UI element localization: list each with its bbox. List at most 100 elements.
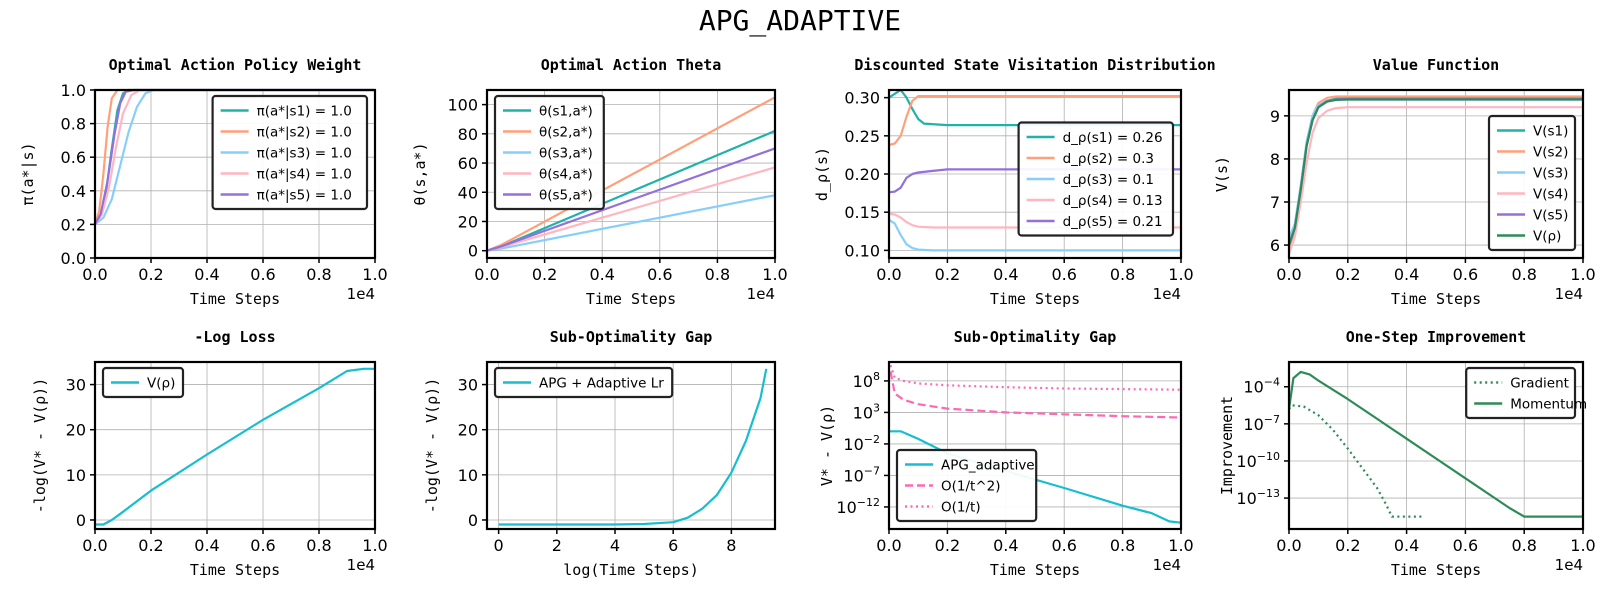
legend-label: V(ρ) [1533,229,1561,245]
legend-label: V(s2) [1533,145,1568,161]
y-tick-label: 0.0 [61,249,86,268]
y-tick-label: 0 [468,511,478,530]
y-axis-label: V* - V(ρ) [818,405,836,486]
x-tick-label: 0.8 [1110,265,1135,284]
y-tick-label: 10−13 [1236,487,1280,508]
series-line-gradient [1289,404,1425,518]
panel-subopt_rate: Sub-Optimality Gap 0.0 0.2 0.4 0.6 0.8 1.0 108 1… [800,300,1200,600]
series-line-s5-a [487,147,775,252]
y-tick-label: 80 [458,125,478,144]
y-tick-label: 10−12 [836,496,880,517]
panel-improvement: One-Step Improvement 0.0 0.2 0.4 0.6 0.8 1.0 10… [1200,300,1600,600]
y-tick-label: 0.25 [844,127,880,146]
series-line-apg-adaptive-lr [498,368,768,526]
legend-label: θ(s1,a*) [539,104,593,120]
plot-frame [1287,360,1585,531]
x-tick-label: 0.0 [876,265,901,284]
panel-policy: Optimal Action Policy Weight 0.0 0.2 0.4 0.6… [0,0,400,308]
legend: d_ρ(s1) = 0.26 d_ρ(s2) = 0.3 d_ρ(s3) = 0.1… [1017,121,1175,237]
x-tick-label: 0.4 [1394,536,1419,555]
legend: Gradient Momentum [1465,366,1587,420]
legend-label: d_ρ(s1) = 0.26 [1063,130,1163,146]
plot-frame [485,360,777,531]
y-tick-label: 7 [1270,193,1280,212]
series-line-v [1289,98,1583,246]
y-tick-label: 103 [853,401,880,422]
x-tick-label: 1.0 [1570,265,1595,284]
legend-label: V(s5) [1533,208,1568,224]
series-line-v [95,367,375,526]
y-tick-label: 9 [1270,107,1280,126]
legend-label: θ(s5,a*) [539,188,593,204]
x-tick-label: 0.8 [705,265,730,284]
y-tick-label: 10−4 [1243,376,1280,397]
y-axis-label: V(s) [1213,156,1231,192]
x-axis-label: Time Steps [1391,290,1481,308]
y-tick-label: 10−2 [843,433,880,454]
x-axis-label: log(Time Steps) [563,561,698,579]
series-line-d-s4-0-13 [889,212,1181,229]
y-tick-label: 0.20 [844,165,880,184]
y-tick-label: 30 [458,376,478,395]
x-tick-label: 1.0 [1168,536,1193,555]
x-tick-label: 0.2 [1335,265,1360,284]
x-tick-label: 0.0 [82,265,107,284]
y-tick-label: 0.2 [61,215,86,234]
y-tick-label: 10−7 [843,464,880,485]
x-offset-label: 1e4 [1555,556,1583,574]
plot-frame [93,88,377,260]
chart-logloss: -Log Loss 0.0 0.2 0.4 0.6 0.8 1.0 0 10 20 30 1e4 Tim… [31,328,388,579]
y-axis-label: π(a*|s) [19,142,37,205]
chart-title: Optimal Action Theta [541,56,722,74]
legend-label: θ(s3,a*) [539,146,593,162]
x-axis-label: Time Steps [990,290,1080,308]
x-axis-label: Time Steps [190,290,280,308]
x-tick-label: 0.8 [1511,265,1536,284]
y-tick-label: 10−7 [1243,413,1280,434]
x-tick-label: 0.6 [1051,265,1076,284]
y-tick-label: 0.30 [844,89,880,108]
x-offset-label: 1e4 [347,285,375,303]
x-tick-label: 0.4 [194,265,219,284]
y-tick-label: 30 [66,376,86,395]
series-group [889,88,1181,252]
plot-frame [1287,88,1585,260]
y-tick-label: 0.8 [61,115,86,134]
chart-title: One-Step Improvement [1346,328,1527,346]
chart-title: Value Function [1373,56,1499,74]
y-axis-label: -log(V* - V(ρ)) [31,378,49,513]
y-tick-label: 20 [458,212,478,231]
x-tick-label: 0.6 [250,265,275,284]
x-tick-label: 8 [726,536,736,555]
y-tick-label: 0 [468,242,478,261]
legend-label: π(a*|s4) = 1.0 [257,167,352,183]
series-line-d-s3-0-1 [889,218,1181,252]
y-tick-label: 20 [66,421,86,440]
legend-frame [1017,121,1175,237]
series-line-momentum [1289,370,1583,518]
chart-title: Optimal Action Policy Weight [109,56,362,74]
y-tick-label: 100 [447,96,478,115]
x-offset-label: 1e4 [347,556,375,574]
legend-label: θ(s4,a*) [539,167,593,183]
legend-label: d_ρ(s3) = 0.1 [1063,172,1154,188]
x-tick-label: 0.8 [306,536,331,555]
x-tick-label: 0.0 [1276,265,1301,284]
plot-frame [93,360,377,531]
x-tick-label: 0.6 [250,536,275,555]
plot-frame [887,360,1183,531]
legend: θ(s1,a*) θ(s2,a*) θ(s3,a*) θ(s4,a*) θ(s5,a*) [493,94,605,211]
x-tick-label: 1.0 [1570,536,1595,555]
y-tick-label: 0 [76,511,86,530]
y-tick-label: 6 [1270,236,1280,255]
chart-improvement: One-Step Improvement 0.0 0.2 0.4 0.6 0.8 1.0 10… [1218,328,1596,579]
legend: APG_adaptive O(1/t^2) O(1/t) [895,448,1038,523]
x-tick-label: 0 [494,536,504,555]
legend-frame [493,366,674,399]
chart-policy: Optimal Action Policy Weight 0.0 0.2 0.4 0.6… [19,56,388,308]
x-tick-label: 0.4 [194,536,219,555]
legend-label: Gradient [1510,376,1569,392]
y-tick-label: 10−10 [1236,450,1280,471]
x-tick-label: 0.8 [1110,536,1135,555]
legend-label: π(a*|s5) = 1.0 [257,188,352,204]
